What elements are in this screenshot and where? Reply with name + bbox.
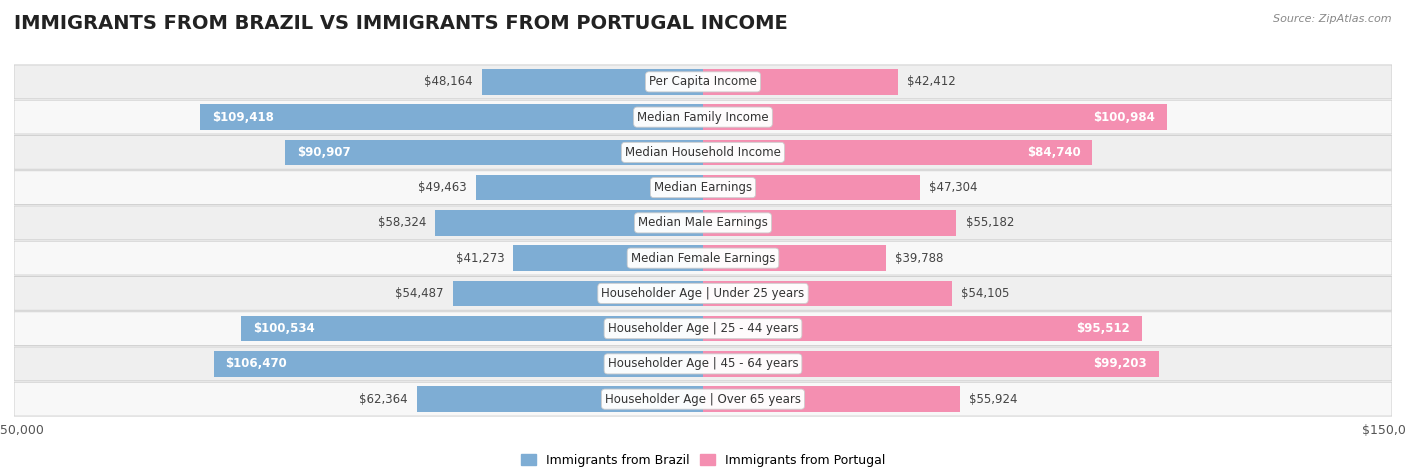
Text: IMMIGRANTS FROM BRAZIL VS IMMIGRANTS FROM PORTUGAL INCOME: IMMIGRANTS FROM BRAZIL VS IMMIGRANTS FRO… xyxy=(14,14,787,33)
FancyBboxPatch shape xyxy=(14,171,1392,205)
Bar xyxy=(475,175,703,200)
Text: Householder Age | 25 - 44 years: Householder Age | 25 - 44 years xyxy=(607,322,799,335)
Bar xyxy=(214,351,703,376)
Text: $49,463: $49,463 xyxy=(418,181,467,194)
Text: $39,788: $39,788 xyxy=(896,252,943,265)
Legend: Immigrants from Brazil, Immigrants from Portugal: Immigrants from Brazil, Immigrants from … xyxy=(516,449,890,467)
Bar xyxy=(285,140,703,165)
Text: $48,164: $48,164 xyxy=(425,75,472,88)
Bar xyxy=(703,69,898,94)
Bar xyxy=(703,351,1159,376)
FancyBboxPatch shape xyxy=(14,347,1392,381)
Text: Householder Age | 45 - 64 years: Householder Age | 45 - 64 years xyxy=(607,357,799,370)
Bar xyxy=(703,246,886,271)
Text: Householder Age | Over 65 years: Householder Age | Over 65 years xyxy=(605,393,801,406)
FancyBboxPatch shape xyxy=(14,311,1392,346)
Text: $109,418: $109,418 xyxy=(212,111,274,124)
Text: $100,534: $100,534 xyxy=(253,322,315,335)
Text: Per Capita Income: Per Capita Income xyxy=(650,75,756,88)
Bar xyxy=(703,387,960,412)
Text: Median Earnings: Median Earnings xyxy=(654,181,752,194)
Bar xyxy=(482,69,703,94)
FancyBboxPatch shape xyxy=(14,241,1392,275)
Bar xyxy=(703,140,1092,165)
Text: $58,324: $58,324 xyxy=(378,216,426,229)
Text: $54,105: $54,105 xyxy=(960,287,1010,300)
Text: $55,924: $55,924 xyxy=(969,393,1018,406)
Bar xyxy=(242,316,703,341)
Text: $62,364: $62,364 xyxy=(359,393,408,406)
FancyBboxPatch shape xyxy=(14,100,1392,134)
Bar xyxy=(703,210,956,235)
Text: $99,203: $99,203 xyxy=(1094,357,1147,370)
FancyBboxPatch shape xyxy=(14,382,1392,416)
Bar xyxy=(434,210,703,235)
Text: $100,984: $100,984 xyxy=(1094,111,1156,124)
Text: $84,740: $84,740 xyxy=(1026,146,1081,159)
Text: $106,470: $106,470 xyxy=(225,357,287,370)
FancyBboxPatch shape xyxy=(14,206,1392,240)
Bar xyxy=(703,105,1167,130)
Bar xyxy=(201,105,703,130)
Bar xyxy=(703,316,1142,341)
Text: $54,487: $54,487 xyxy=(395,287,443,300)
FancyBboxPatch shape xyxy=(14,276,1392,310)
Text: $47,304: $47,304 xyxy=(929,181,979,194)
FancyBboxPatch shape xyxy=(14,65,1392,99)
Text: Median Family Income: Median Family Income xyxy=(637,111,769,124)
Text: $90,907: $90,907 xyxy=(297,146,350,159)
Text: $41,273: $41,273 xyxy=(456,252,505,265)
Bar xyxy=(513,246,703,271)
Text: Householder Age | Under 25 years: Householder Age | Under 25 years xyxy=(602,287,804,300)
Text: Median Male Earnings: Median Male Earnings xyxy=(638,216,768,229)
Text: $42,412: $42,412 xyxy=(907,75,956,88)
Text: $95,512: $95,512 xyxy=(1077,322,1130,335)
Text: $55,182: $55,182 xyxy=(966,216,1014,229)
Text: Source: ZipAtlas.com: Source: ZipAtlas.com xyxy=(1274,14,1392,24)
Bar xyxy=(416,387,703,412)
Text: Median Household Income: Median Household Income xyxy=(626,146,780,159)
Text: Median Female Earnings: Median Female Earnings xyxy=(631,252,775,265)
Bar xyxy=(703,175,921,200)
Bar xyxy=(703,281,952,306)
Bar xyxy=(453,281,703,306)
FancyBboxPatch shape xyxy=(14,135,1392,170)
